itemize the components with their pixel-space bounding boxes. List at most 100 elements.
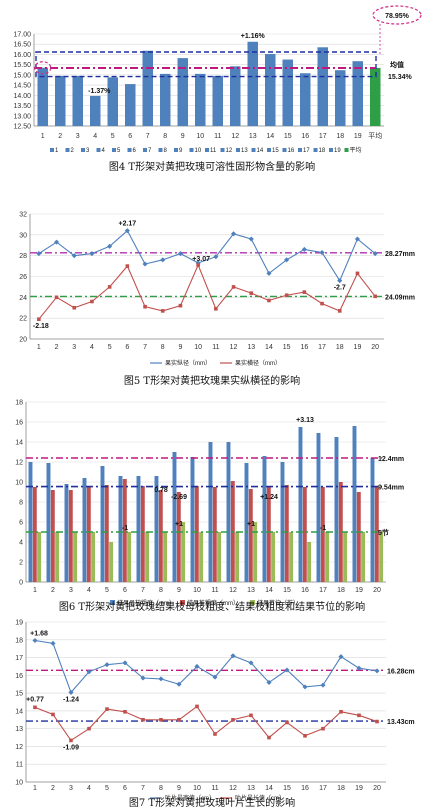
x-tick-label: 15: [283, 344, 291, 351]
data-point: [373, 294, 377, 299]
data-point: [142, 261, 148, 267]
data-point: [50, 640, 56, 646]
x-tick-label: 7: [141, 785, 145, 792]
x-tick-label: 7: [141, 587, 145, 594]
legend-swatch: [112, 148, 116, 152]
y-tick-label: 19: [15, 620, 23, 627]
data-point: [104, 662, 110, 668]
y-tick-label: 16.00: [13, 52, 31, 59]
legend-swatch: [313, 148, 318, 152]
bar: [300, 73, 311, 126]
x-tick-label: 18: [337, 587, 345, 594]
x-tick-label: 12: [229, 587, 237, 594]
legend-label: 18: [319, 148, 326, 154]
y-tick-label: 12.50: [13, 124, 31, 131]
y-tick-label: 18: [15, 400, 23, 407]
bar: [361, 532, 366, 582]
bar: [356, 492, 361, 582]
x-tick-label: 17: [319, 785, 327, 792]
x-tick-label: 10: [193, 785, 201, 792]
legend-label: 16: [288, 148, 295, 154]
bar: [370, 458, 375, 582]
annotation: 0.78: [154, 487, 168, 494]
legend-label: 结果枝粗度（mm）: [187, 599, 239, 607]
annotation: -1: [320, 525, 326, 532]
x-tick-label: 8: [163, 133, 167, 140]
bar: [298, 427, 303, 582]
data-point: [302, 684, 308, 690]
legend-swatch: [329, 148, 333, 152]
y-tick-label: 2: [19, 560, 23, 567]
data-point: [337, 309, 342, 313]
data-point: [125, 264, 130, 268]
x-tick-label: 9: [178, 344, 182, 351]
legend-swatch: [96, 148, 101, 152]
data-point: [36, 251, 42, 257]
legend-swatch: [298, 148, 302, 152]
y-tick-label: 12: [15, 460, 23, 467]
bar: [265, 54, 276, 127]
legend-label: 17: [303, 148, 310, 154]
bar: [302, 487, 307, 582]
annotation: +0.77: [26, 696, 44, 703]
data-point: [160, 309, 165, 313]
y-tick-label: 12: [15, 744, 23, 751]
bar: [140, 486, 145, 582]
data-point: [231, 285, 236, 289]
legend-label: 13: [241, 148, 248, 154]
mean-line-label: 5节: [378, 528, 389, 537]
bar: [190, 457, 195, 582]
bar: [176, 492, 181, 582]
data-point: [266, 270, 272, 276]
bar: [127, 532, 132, 582]
x-tick-label: 7: [143, 344, 147, 351]
data-point: [231, 717, 235, 722]
bar: [212, 75, 223, 126]
x-tick-label: 14: [266, 133, 274, 140]
data-point: [141, 717, 145, 722]
x-tick-label: 19: [354, 133, 362, 140]
y-tick-label: 16: [15, 673, 23, 680]
bar: [46, 463, 51, 582]
data-point: [285, 720, 289, 725]
y-tick-label: 18: [15, 637, 23, 644]
x-tick-label: 14: [265, 587, 273, 594]
bar: [160, 73, 171, 126]
legend-label: 7: [148, 148, 152, 154]
x-tick-label: 9: [177, 785, 181, 792]
x-tick-label: 3: [72, 344, 76, 351]
x-tick-label: 17: [319, 587, 327, 594]
legend-swatch: [180, 600, 185, 605]
legend-label: 11: [210, 148, 217, 154]
series-line: [34, 639, 378, 694]
bar: [374, 487, 379, 582]
x-tick-label: 13: [247, 587, 255, 594]
x-tick-label: 1: [37, 344, 41, 351]
data-point: [213, 732, 217, 736]
annotation: +1.68: [30, 630, 48, 637]
x-tick-label: 2: [51, 587, 55, 594]
bar: [316, 433, 321, 582]
y-tick-label: 14.00: [13, 93, 31, 100]
annotation: -1.09: [63, 744, 79, 751]
data-point: [214, 306, 218, 311]
legend-swatch: [189, 148, 194, 152]
bar: [289, 532, 294, 582]
annotation-low: -1.37%: [88, 88, 111, 95]
x-tick-label: 19: [355, 785, 363, 792]
data-point: [72, 305, 77, 310]
x-tick-label: 11: [211, 785, 218, 792]
mean-label: 均值: [390, 60, 404, 69]
data-point: [107, 285, 112, 289]
x-tick-label: 9: [177, 587, 181, 594]
x-tick-label: 17: [318, 344, 326, 351]
legend-label: 果实横径（mm）: [235, 359, 281, 367]
x-tick-label: 11: [211, 587, 218, 594]
x-tick-label: 10: [193, 587, 201, 594]
data-point: [195, 704, 199, 709]
legend-label: 果实纵径（mm）: [165, 359, 211, 367]
data-point: [123, 709, 127, 714]
bar: [282, 59, 293, 126]
data-point: [69, 738, 73, 743]
data-point: [319, 249, 325, 256]
